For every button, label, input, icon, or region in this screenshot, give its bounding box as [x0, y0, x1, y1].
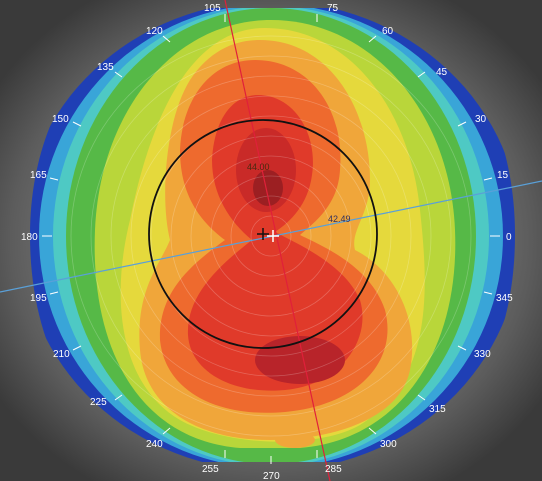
- zone-orange-bottom: [275, 432, 315, 448]
- degree-label-195: 195: [30, 293, 47, 304]
- degree-label-315: 315: [429, 404, 446, 415]
- degree-label-285: 285: [325, 464, 342, 475]
- vertex-marker: [267, 230, 279, 242]
- pupil-circle: [148, 119, 378, 349]
- steep-axis-line: [224, 0, 331, 481]
- degree-label-330: 330: [474, 349, 491, 360]
- steep-value: 44.00: [247, 162, 270, 172]
- degree-label-345: 345: [496, 293, 513, 304]
- degree-labels: 105 75 120 60 135 45 150 30 165 15 180 0…: [21, 3, 513, 481]
- degree-label-165: 165: [30, 170, 47, 181]
- degree-label-255: 255: [202, 464, 219, 475]
- degree-label-150: 150: [52, 114, 69, 125]
- degree-label-240: 240: [146, 439, 163, 450]
- degree-ticks: [42, 14, 500, 464]
- zone-darkest-red-upper: [253, 170, 283, 206]
- zone-dark-red-lower: [255, 336, 345, 384]
- degree-label-300: 300: [380, 439, 397, 450]
- color-zones: [30, 8, 515, 462]
- pupil-center-marker: [257, 228, 269, 240]
- degree-label-210: 210: [53, 349, 70, 360]
- degree-label-105: 105: [204, 3, 221, 14]
- degree-label-15: 15: [497, 170, 509, 181]
- flat-value: 42.49: [328, 214, 351, 224]
- degree-label-30: 30: [475, 114, 487, 125]
- mires-rings: [70, 35, 472, 437]
- degree-label-0: 0: [506, 232, 512, 243]
- degree-label-180: 180: [21, 232, 38, 243]
- degree-label-135: 135: [97, 62, 114, 73]
- degree-label-60: 60: [382, 26, 394, 37]
- degree-label-225: 225: [90, 397, 107, 408]
- zone-red: [187, 95, 363, 391]
- degree-label-75: 75: [327, 3, 339, 14]
- degree-label-45: 45: [436, 67, 448, 78]
- degree-label-120: 120: [146, 26, 163, 37]
- degree-label-270: 270: [263, 471, 280, 481]
